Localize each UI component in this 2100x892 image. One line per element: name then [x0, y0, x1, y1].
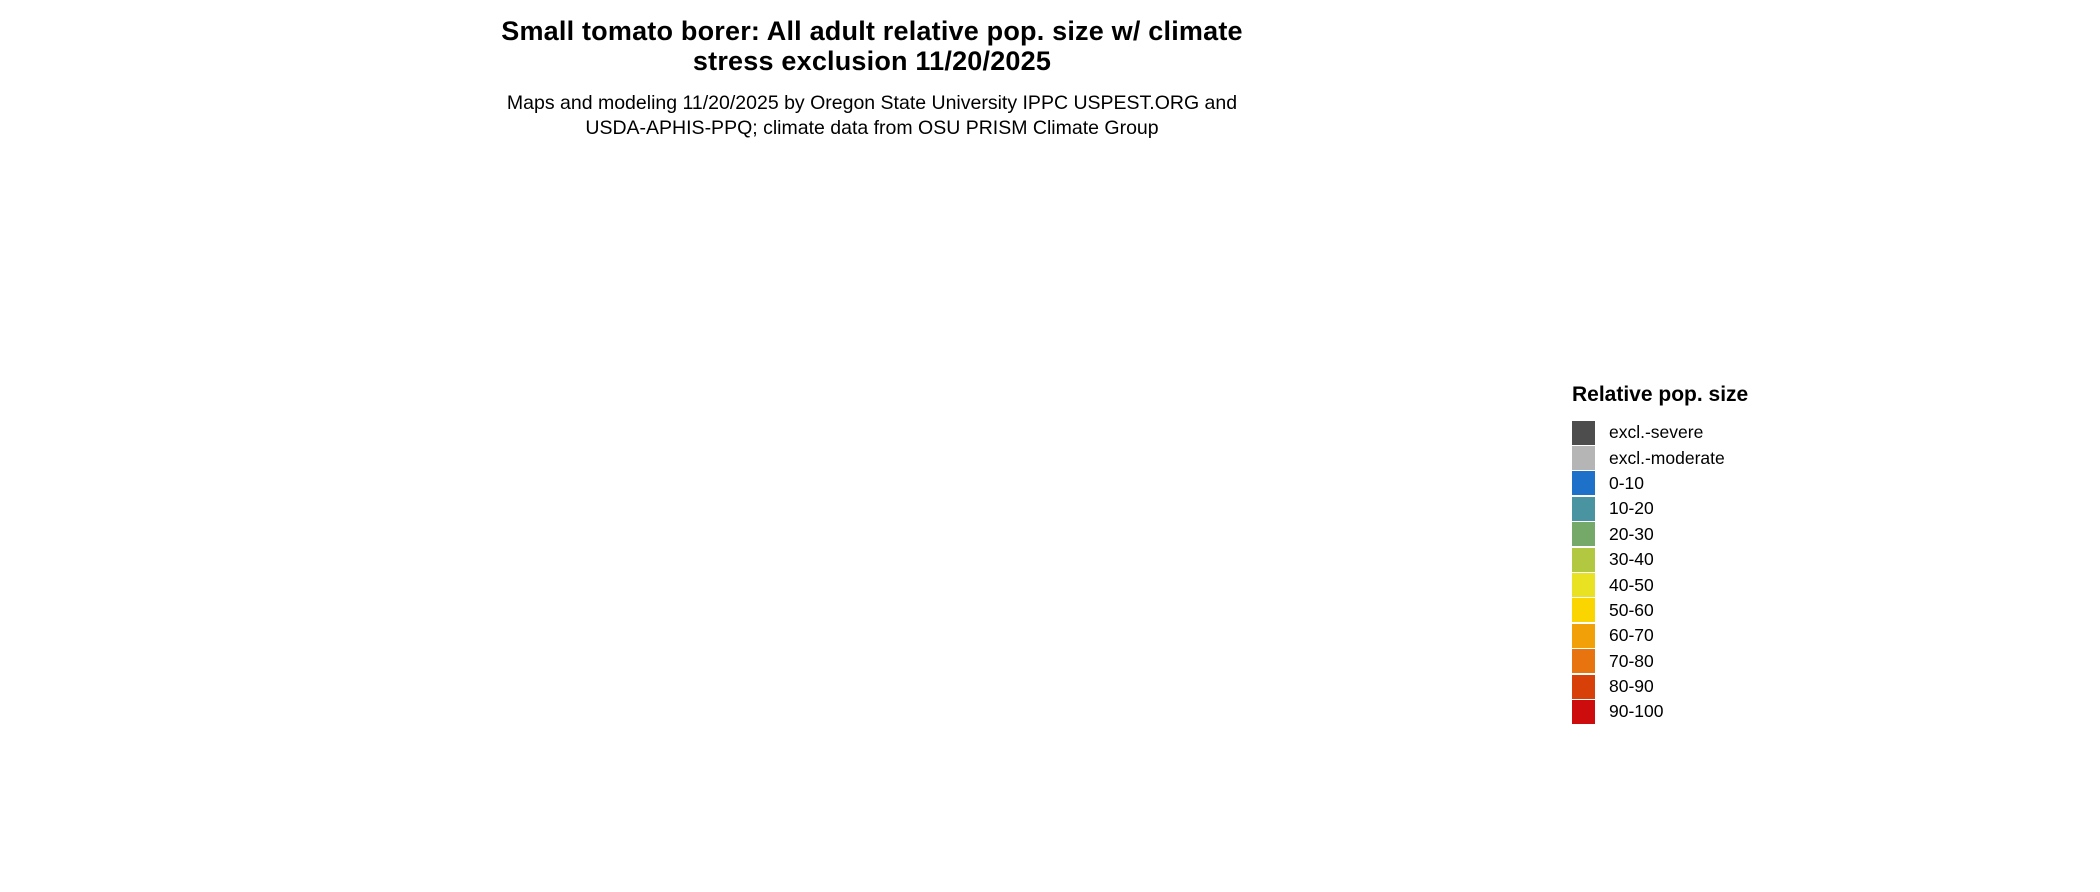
legend-swatch-icon — [1572, 649, 1595, 674]
map-title: Small tomato borer: All adult relative p… — [0, 16, 1744, 76]
map-subtitle-line2: USDA-APHIS-PPQ; climate data from OSU PR… — [585, 117, 1159, 139]
legend-item: 60-70 — [1572, 623, 1832, 648]
legend-item: 90-100 — [1572, 699, 1832, 724]
legend-swatch-icon — [1572, 674, 1595, 699]
population-raster-canvas — [230, 165, 1541, 892]
legend-item: excl.-severe — [1572, 420, 1832, 445]
legend-swatch-icon — [1572, 496, 1595, 521]
legend-title: Relative pop. size — [1572, 383, 1749, 406]
legend-swatch-icon — [1572, 598, 1595, 623]
legend-item-label: 90-100 — [1609, 701, 1664, 722]
legend-item-label: 50-60 — [1609, 599, 1654, 620]
legend: Relative pop. size excl.-severe excl.-mod… — [1572, 383, 1832, 725]
legend-item: 30-40 — [1572, 547, 1832, 572]
legend-item: 40-50 — [1572, 572, 1832, 598]
legend-item-label: 30-40 — [1609, 549, 1654, 570]
legend-swatch-icon — [1572, 446, 1595, 471]
map-subtitle-line1: Maps and modeling 11/20/2025 by Oregon S… — [506, 92, 1238, 114]
legend-item-label: excl.-moderate — [1609, 447, 1725, 468]
legend-item: 70-80 — [1572, 649, 1832, 674]
map-title-line1: Small tomato borer: All adult relative p… — [501, 16, 1243, 46]
legend-item: excl.-moderate — [1572, 445, 1832, 471]
map-subtitle: Maps and modeling 11/20/2025 by Oregon S… — [0, 91, 1744, 141]
legend-swatch-icon — [1572, 547, 1595, 572]
legend-item-label: 80-90 — [1609, 676, 1654, 697]
legend-swatch-icon — [1572, 420, 1595, 445]
us-choropleth-map — [230, 165, 1541, 892]
legend-item-label: excl.-severe — [1609, 422, 1704, 443]
legend-item-label: 40-50 — [1609, 574, 1654, 595]
legend-item-label: 0-10 — [1609, 472, 1645, 493]
legend-item-label: 60-70 — [1609, 625, 1654, 646]
legend-item-label: 20-30 — [1609, 523, 1654, 544]
legend-item: 0-10 — [1572, 471, 1832, 496]
map-title-line2: stress exclusion 11/20/2025 — [692, 46, 1052, 76]
legend-item: 20-30 — [1572, 522, 1832, 547]
legend-item-label: 10-20 — [1609, 498, 1654, 519]
legend-swatch-icon — [1572, 573, 1595, 598]
legend-item: 10-20 — [1572, 496, 1832, 521]
legend-swatch-icon — [1572, 471, 1595, 496]
legend-swatch-icon — [1572, 522, 1595, 547]
legend-item-label: 70-80 — [1609, 650, 1654, 671]
legend-swatch-icon — [1572, 623, 1595, 648]
legend-items: excl.-severe excl.-moderate 0-10 10-20 20-30… — [1572, 420, 1832, 725]
legend-swatch-icon — [1572, 699, 1595, 724]
state-borders-overlay — [230, 165, 1541, 892]
legend-item: 80-90 — [1572, 674, 1832, 699]
legend-item: 50-60 — [1572, 598, 1832, 623]
